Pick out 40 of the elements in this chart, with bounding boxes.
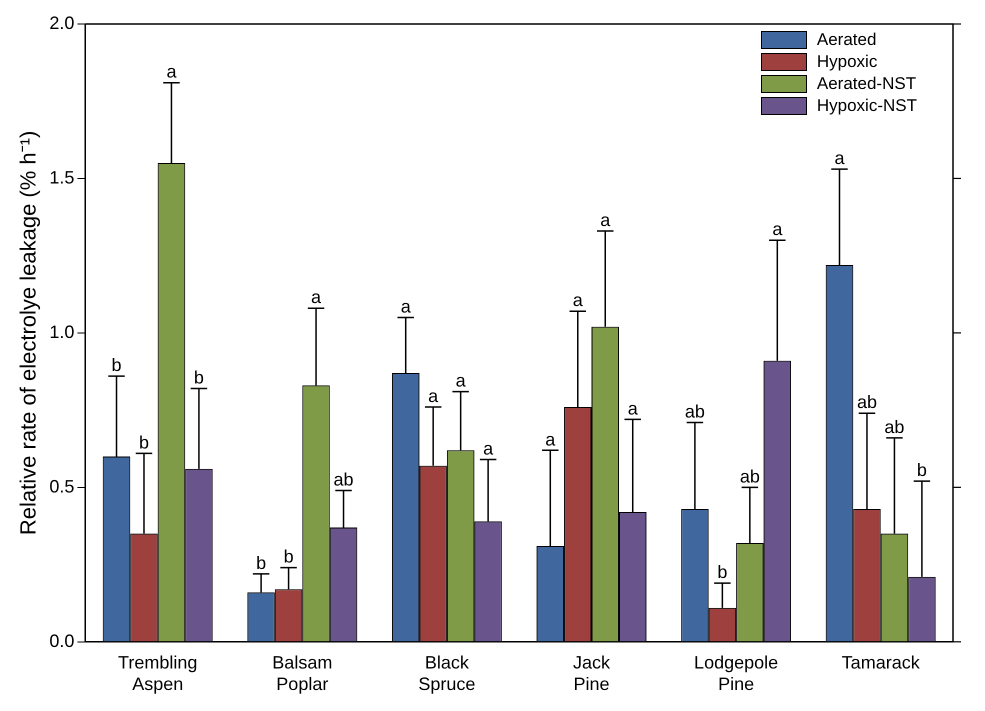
x-tick-label: Balsam Poplar [272,652,332,694]
annotation: a [834,148,846,168]
legend-label: Aerated-NST [816,74,916,94]
annotation: b [256,552,266,573]
x-tick-label: Jack Pine [573,652,612,694]
annotation: ab [334,469,354,490]
annotation: b [284,546,294,567]
annotation: a [772,219,784,240]
x-tick-label: Tamarack [842,652,921,673]
annotation: b [916,460,927,480]
annotation: b [112,355,122,376]
annotation: ab [684,401,705,422]
x-tick-label: Trembling Aspen [118,652,198,694]
legend-label: Aerated [816,30,876,50]
annotation: a [600,210,612,230]
annotation: ab [856,392,877,412]
legend-label: Hypoxic-NST [816,96,917,116]
annotation: a [483,438,494,459]
annotation: a [166,62,178,82]
y-tick-label: 2.0 [49,12,74,33]
annotation: a [400,296,412,316]
annotation: b [717,562,728,582]
annotation: b [194,367,204,388]
annotation: a [428,386,440,406]
y-tick-label: 1.0 [49,322,74,342]
annotation: a [628,398,639,418]
annotation: ab [740,466,760,486]
y-tick-label: 0.5 [49,476,74,496]
x-tick-label: Black Spruce [418,652,476,694]
y-tick-label: 0.0 [49,630,74,651]
legend-label: Hypoxic [816,52,878,72]
annotation: ab [884,416,904,437]
annotation: a [311,287,322,308]
annotation: b [138,432,149,452]
annotation: a [456,370,467,391]
annotation: a [545,429,556,450]
y-tick-label: 1.5 [49,167,74,188]
annotation: a [572,290,584,310]
x-tick-label: Lodgepole Pine [694,652,778,694]
y-axis-title: Relative rate of electrolye leakage (% h⁻¹) [15,130,40,536]
